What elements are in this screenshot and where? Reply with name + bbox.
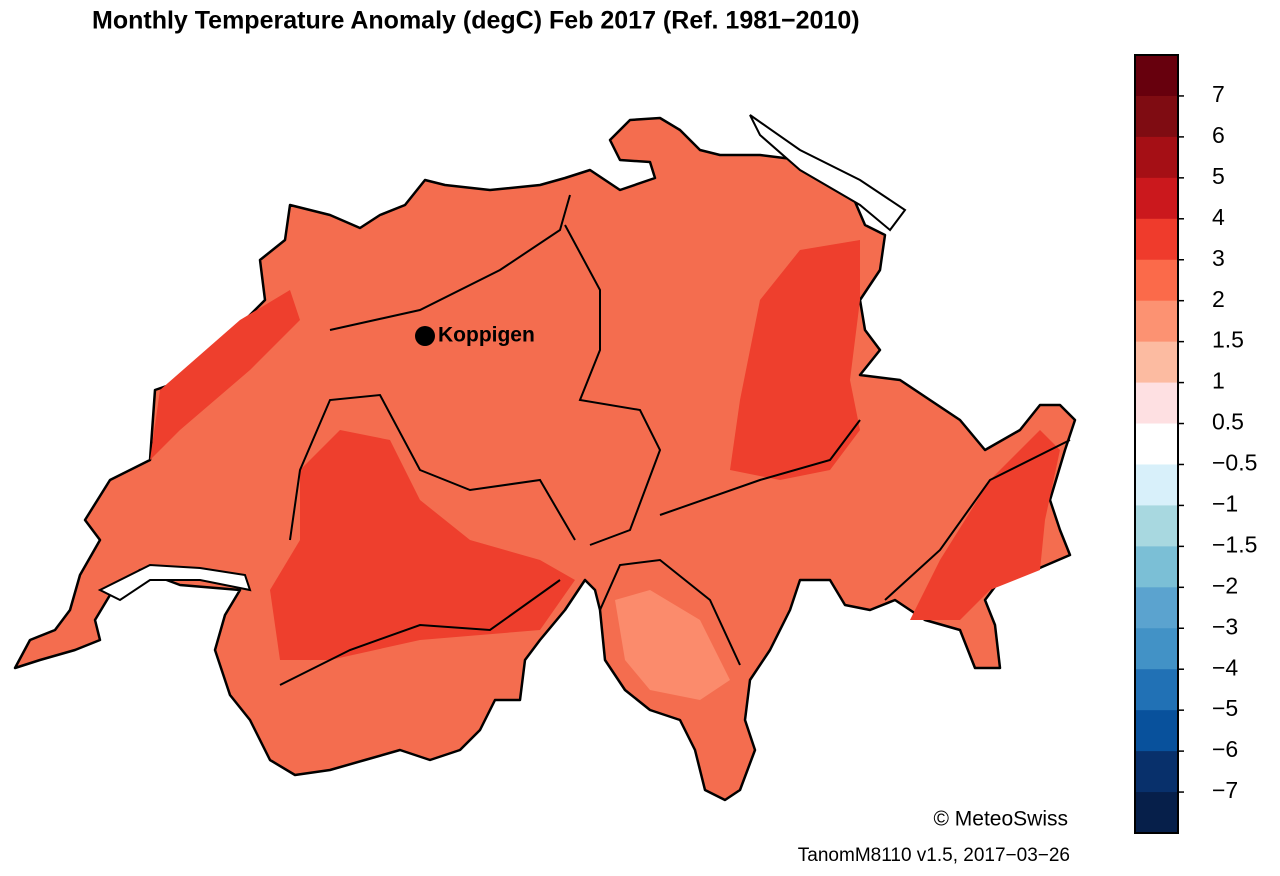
lake: [97, 563, 252, 602]
boundary: [659, 419, 861, 516]
colorbar-tick-label: 5: [1212, 163, 1225, 189]
boundary: [289, 393, 576, 541]
colorbar-band: [1135, 218, 1178, 261]
footer: TanomM8110 v1.5, 2017−03−26: [798, 845, 1070, 866]
boundary: [329, 194, 571, 331]
colorbar-frame: [1134, 54, 1179, 834]
colorbar-tick-label: −0.5: [1212, 450, 1257, 476]
colorbar-band: [1135, 177, 1178, 220]
warm-zone: [910, 430, 1060, 620]
colorbar-band: [1135, 259, 1178, 302]
colorbar-band: [1135, 546, 1178, 588]
colorbar-tick-label: −5: [1212, 695, 1238, 721]
colorbar-tick-label: 0.5: [1212, 409, 1244, 435]
colorbar-tick-label: −6: [1212, 736, 1238, 762]
warm-zone: [150, 290, 300, 460]
colorbar-band: [1135, 464, 1178, 506]
colorbar-tick-label: 7: [1212, 81, 1225, 107]
colorbar-tick-label: 2: [1212, 286, 1225, 312]
colorbar-tick-label: −4: [1212, 654, 1238, 680]
boundary: [884, 439, 1071, 601]
colorbar-band: [1135, 505, 1178, 547]
colorbar-tick-label: 1.5: [1212, 327, 1244, 353]
colorbar-band: [1135, 751, 1178, 793]
colorbar-band: [1135, 792, 1178, 834]
colorbar-band: [1135, 587, 1178, 629]
colorbar-tick-label: −2: [1212, 572, 1238, 598]
colorbar-tick-label: 6: [1212, 122, 1225, 148]
lake: [749, 114, 907, 232]
colorbar-tick-label: −1.5: [1212, 531, 1257, 557]
colorbar-band: [1135, 341, 1178, 384]
country-map: Koppigen: [13, 114, 1077, 802]
colorbar-band: [1135, 136, 1178, 179]
boundary: [564, 224, 662, 546]
colorbar-tick-label: 3: [1212, 245, 1225, 271]
colorbar-tick-label: −3: [1212, 613, 1238, 639]
boundary: [599, 558, 741, 666]
colorbar: 7 6 5 4 3 2 1.5 1 0.5 −0.5 −1 −1.5 −2 −3 −4 −5 −6 −7: [1134, 54, 1257, 834]
station-label: Koppigen: [438, 324, 535, 347]
warm-zone: [730, 240, 860, 480]
boundaries: [279, 194, 1071, 686]
cool-zone: [615, 590, 730, 700]
colorbar-band: [1135, 382, 1178, 425]
colorbar-tick-label: 4: [1212, 204, 1225, 230]
colorbar-band: [1135, 95, 1178, 138]
copyright: © MeteoSwiss: [933, 808, 1068, 831]
map-title: Monthly Temperature Anomaly (degC) Feb 2…: [92, 7, 860, 35]
colorbar-band: [1135, 628, 1178, 670]
colorbar-band: [1135, 300, 1178, 343]
colorbar-tick-label: 1: [1212, 368, 1225, 394]
colorbar-band: [1135, 710, 1178, 752]
colorbar-tick-label: −1: [1212, 490, 1238, 516]
warm-zone: [270, 430, 575, 660]
colorbar-tick-label: −7: [1212, 777, 1238, 803]
country-area: [13, 116, 1077, 802]
colorbar-band: [1135, 55, 1178, 97]
boundary: [279, 579, 561, 686]
station-marker: [415, 326, 435, 346]
colorbar-band: [1135, 423, 1178, 465]
colorbar-band: [1135, 669, 1178, 711]
